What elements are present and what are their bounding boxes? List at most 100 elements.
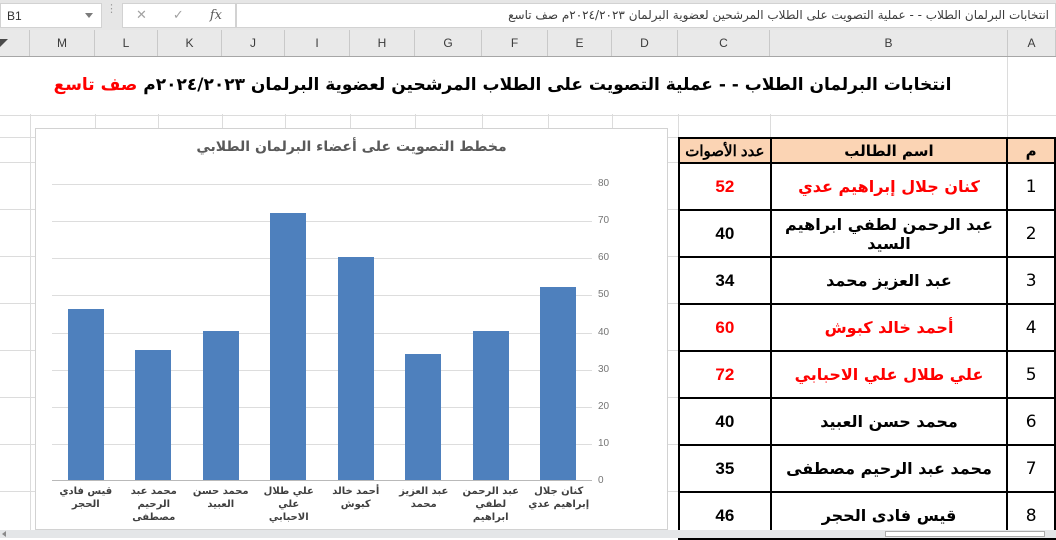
- sheet-grid[interactable]: انتخابات البرلمان الطلاب - - عملية التصو…: [0, 56, 1056, 540]
- column-header-A[interactable]: A: [1008, 30, 1056, 56]
- chart-gridline: [52, 332, 592, 334]
- table-row: 1 كنان جلال إبراهيم عدي 52: [678, 162, 1056, 211]
- y-axis-tick-label: 40: [598, 326, 610, 338]
- chart-gridline: [52, 369, 592, 371]
- category-label: عبد الرحمن لطفي ابراهيم: [462, 486, 519, 523]
- cell-votes[interactable]: 40: [678, 397, 772, 446]
- cell-rank[interactable]: 4: [1006, 303, 1056, 352]
- cell-rank[interactable]: 2: [1006, 209, 1056, 258]
- chart-title: مخطط التصويت على أعضاء البرلمان الطلابي: [196, 139, 507, 155]
- category-label: محمد حسن العبيد: [192, 486, 249, 510]
- chart-plot-area: [52, 184, 592, 481]
- category-label: كنان جلال إبراهيم عدي: [528, 486, 590, 510]
- cell-votes[interactable]: 40: [678, 209, 772, 258]
- bar-أحمد خالد كبوش[interactable]: [338, 257, 374, 480]
- category-label: أحمد خالد كبوش: [332, 486, 380, 510]
- cell-votes[interactable]: 60: [678, 303, 772, 352]
- category-label: محمد عبد الرحيم مصطفى: [130, 486, 177, 523]
- cell-rank[interactable]: 5: [1006, 350, 1056, 399]
- formula-bar-value: انتخابات البرلمان الطلاب - - عملية التصو…: [508, 8, 1049, 22]
- cell-rank[interactable]: 3: [1006, 256, 1056, 305]
- category-label: علي طلال علي الاحبابي: [263, 486, 314, 523]
- chart-gridline: [52, 406, 592, 408]
- table-row: 5 علي طلال علي الاحبابي 72: [678, 350, 1056, 399]
- insert-function-icon[interactable]: fx: [209, 8, 222, 23]
- name-box-dropdown-icon[interactable]: [85, 13, 93, 18]
- bar-كنان جلال إبراهيم عدي[interactable]: [540, 287, 576, 480]
- cell-votes[interactable]: 34: [678, 256, 772, 305]
- column-header-J[interactable]: J: [222, 30, 285, 56]
- cell-rank[interactable]: 1: [1006, 162, 1056, 211]
- bar-عبد العزيز محمد[interactable]: [405, 354, 441, 480]
- chart-gridline: [52, 184, 592, 185]
- column-header-F[interactable]: F: [482, 30, 548, 56]
- bar-محمد عبد الرحيم مصطفى[interactable]: [135, 350, 171, 480]
- y-axis-tick-label: 20: [598, 400, 610, 412]
- category-label: عبد العزيز محمد: [399, 486, 449, 510]
- cell-student-name[interactable]: محمد حسن العبيد: [769, 397, 1009, 446]
- table-header-row: م اسم الطالب عدد الأصوات: [678, 137, 1056, 164]
- table-row: 6 محمد حسن العبيد 40: [678, 397, 1056, 446]
- column-header-G[interactable]: G: [415, 30, 482, 56]
- scrollbar-left-arrow-icon[interactable]: [2, 531, 6, 537]
- cell-rank[interactable]: 6: [1006, 397, 1056, 446]
- category-label: قيس فادي الحجر: [59, 486, 113, 510]
- cell-votes[interactable]: 35: [678, 444, 772, 493]
- corner-triangle-icon: [0, 39, 8, 47]
- chart-gridline: [52, 221, 592, 223]
- x-axis-line: [52, 480, 592, 481]
- chart-category-labels: كنان جلال إبراهيم عدي عبد الرحمن لطفي ابراه…: [52, 485, 592, 525]
- column-header-D[interactable]: D: [612, 30, 678, 56]
- cell-student-name[interactable]: محمد عبد الرحيم مصطفى: [769, 444, 1009, 493]
- y-axis-tick-label: 0: [598, 475, 604, 486]
- column-header-B[interactable]: B: [770, 30, 1008, 56]
- cell-student-name[interactable]: كنان جلال إبراهيم عدي: [769, 162, 1009, 211]
- cell-rank[interactable]: 7: [1006, 444, 1056, 493]
- table-row: 2 عبد الرحمن لطفي ابراهيم السيد 40: [678, 209, 1056, 258]
- column-header-K[interactable]: K: [158, 30, 222, 56]
- column-header-H[interactable]: H: [350, 30, 415, 56]
- votes-bar-chart[interactable]: مخطط التصويت على أعضاء البرلمان الطلابي …: [35, 128, 668, 530]
- chart-gridline: [52, 258, 592, 260]
- formula-toolbar: B1 ⋮ ✕ ✓ fx انتخابات البرلمان الطلاب - -…: [0, 0, 1056, 31]
- cell-student-name[interactable]: عبد العزيز محمد: [769, 256, 1009, 305]
- gridline: [30, 56, 31, 530]
- bar-محمد حسن العبيد[interactable]: [203, 331, 239, 480]
- column-header-M[interactable]: M: [30, 30, 95, 56]
- column-header-partial[interactable]: [0, 30, 30, 56]
- header-num[interactable]: م: [1006, 137, 1056, 164]
- name-box-value: B1: [7, 8, 22, 23]
- table-row: 7 محمد عبد الرحيم مصطفى 35: [678, 444, 1056, 493]
- horizontal-scrollbar[interactable]: [0, 530, 1056, 538]
- bar-قيس فادي الحجر[interactable]: [68, 309, 104, 480]
- column-header-I[interactable]: I: [285, 30, 350, 56]
- cell-student-name[interactable]: أحمد خالد كبوش: [769, 303, 1009, 352]
- column-header-C[interactable]: C: [678, 30, 770, 56]
- chart-gridline: [52, 443, 592, 445]
- bar-علي طلال علي الاحبابي[interactable]: [270, 213, 306, 480]
- header-name[interactable]: اسم الطالب: [769, 137, 1009, 164]
- sheet-title-grade: صف تاسع: [53, 75, 138, 95]
- toolbar-grip-dots: ⋮: [106, 2, 117, 15]
- table-row: 3 عبد العزيز محمد 34: [678, 256, 1056, 305]
- cell-student-name[interactable]: عبد الرحمن لطفي ابراهيم السيد: [769, 209, 1009, 258]
- bar-عبد الرحمن لطفي ابراهيم[interactable]: [473, 331, 509, 480]
- cell-student-name[interactable]: علي طلال علي الاحبابي: [769, 350, 1009, 399]
- y-axis-tick-label: 80: [598, 178, 610, 189]
- cell-votes[interactable]: 52: [678, 162, 772, 211]
- y-axis-tick-label: 30: [598, 363, 610, 375]
- cell-votes[interactable]: 72: [678, 350, 772, 399]
- y-axis-tick-label: 10: [598, 437, 610, 449]
- scrollbar-thumb[interactable]: [885, 531, 1045, 537]
- table-row: 4 أحمد خالد كبوش 60: [678, 303, 1056, 352]
- sheet-title-cell[interactable]: انتخابات البرلمان الطلاب - - عملية التصو…: [0, 56, 1005, 114]
- header-votes[interactable]: عدد الأصوات: [678, 137, 772, 164]
- column-header-E[interactable]: E: [548, 30, 612, 56]
- cancel-icon[interactable]: ✕: [136, 8, 147, 23]
- gridline: [0, 115, 1056, 116]
- column-header-L[interactable]: L: [95, 30, 158, 56]
- enter-icon[interactable]: ✓: [172, 8, 184, 23]
- formula-bar[interactable]: انتخابات البرلمان الطلاب - - عملية التصو…: [236, 3, 1056, 28]
- name-box[interactable]: B1: [0, 3, 102, 28]
- votes-table: م اسم الطالب عدد الأصوات 1 كنان جلال إبراهيم…: [678, 137, 1056, 540]
